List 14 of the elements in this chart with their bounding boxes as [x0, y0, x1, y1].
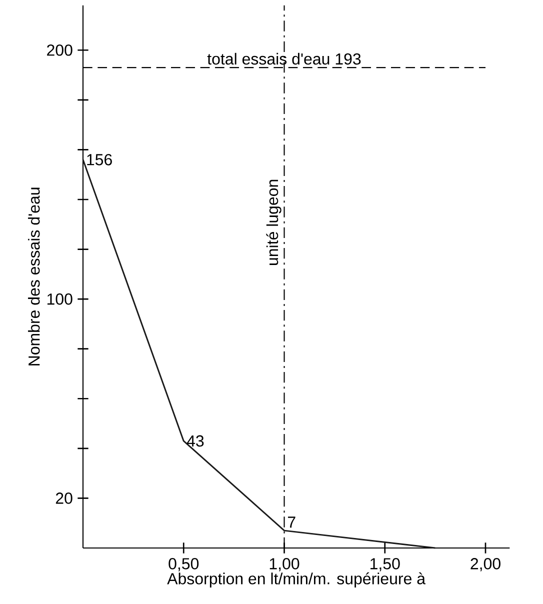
y-tick-label: 200 — [47, 44, 72, 56]
ref-line-label: total essais d'eau 193 — [207, 52, 361, 65]
y-tick-label: 20 — [56, 492, 72, 504]
ref-line-label: unité lugeon — [266, 180, 282, 265]
x-tick-label: 0,50 — [168, 558, 199, 572]
x-axis-title: Absorption en lt/min/m. supérieure à — [167, 572, 426, 588]
y-tick-label: 100 — [47, 293, 72, 305]
x-tick-label: 1,50 — [370, 558, 400, 572]
x-tick-label: 2,00 — [470, 558, 500, 572]
y-axis-title: Nombre des essais d'eau — [28, 188, 40, 366]
data-label: 43 — [186, 435, 204, 447]
x-tick-label: 1,00 — [270, 558, 300, 572]
data-label: 7 — [288, 516, 296, 528]
data-label: 156 — [87, 154, 112, 166]
